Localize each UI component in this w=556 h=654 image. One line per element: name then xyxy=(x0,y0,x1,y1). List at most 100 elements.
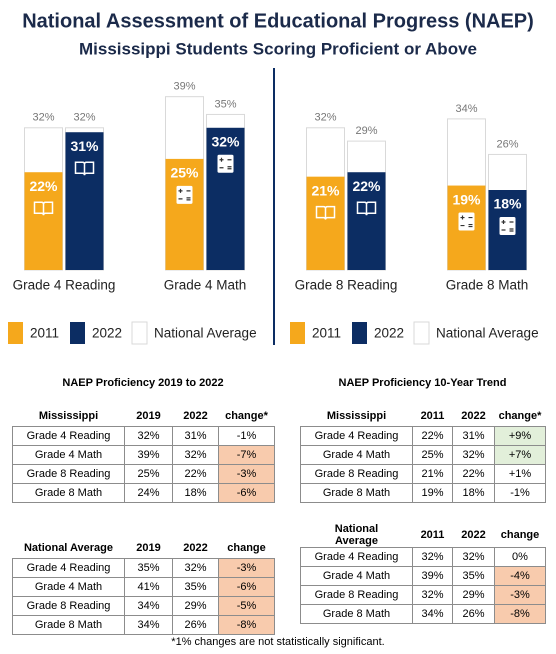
header-text: change* xyxy=(498,410,542,422)
header-text: 2022 xyxy=(461,410,486,422)
table-cell: 32% xyxy=(412,585,453,605)
table-cell: 18% xyxy=(452,483,495,503)
value-label: 32% xyxy=(211,133,240,149)
icon xyxy=(499,217,516,235)
x-tick-label: Grade 4 Reading xyxy=(13,278,116,293)
value-label: 19% xyxy=(452,191,481,207)
table-cell: -8% xyxy=(218,615,275,635)
table-cell: -4% xyxy=(494,566,546,586)
table-cell: -1% xyxy=(494,483,546,503)
table-cell: 25% xyxy=(124,464,173,484)
header-text: change xyxy=(227,542,266,554)
bar xyxy=(24,172,63,270)
table-cell: Grade 8 Reading xyxy=(300,585,413,605)
value-label: 21% xyxy=(311,182,340,198)
table-cell: -6% xyxy=(218,577,275,597)
header-text: change xyxy=(500,529,540,541)
table-cell: 26% xyxy=(452,604,495,624)
table-cell: 18% xyxy=(172,483,219,503)
value-label: 22% xyxy=(29,178,58,194)
table-title: NAEP Proficiency 2019 to 2022 xyxy=(62,377,224,389)
national-average-label: 39% xyxy=(173,81,195,93)
legend-label: National Average xyxy=(436,326,539,341)
table-header: 2011 xyxy=(413,406,453,427)
table-cell: 32% xyxy=(124,426,173,446)
bar xyxy=(206,127,245,271)
legend-swatch xyxy=(352,322,367,344)
x-tick-label: Grade 8 Reading xyxy=(295,278,398,293)
bar xyxy=(65,132,104,270)
value-label: 25% xyxy=(170,165,199,181)
table-cell: 34% xyxy=(412,604,453,624)
legend-label: 2011 xyxy=(30,326,59,341)
table-header: 2019 xyxy=(125,406,173,427)
icon xyxy=(176,185,193,204)
table-cell: 34% xyxy=(124,596,173,616)
icon xyxy=(74,161,95,176)
icon xyxy=(219,157,232,170)
table-header: National Average xyxy=(301,523,413,548)
icon xyxy=(217,154,234,173)
legend-swatch xyxy=(131,321,148,345)
table-cell: 29% xyxy=(172,596,219,616)
table-cell: Grade 4 Reading xyxy=(12,558,125,578)
header-text: 2019 xyxy=(136,410,161,422)
table-cell: Grade 8 Math xyxy=(12,483,125,503)
icon xyxy=(33,201,54,216)
table-cell: 32% xyxy=(452,547,495,567)
table-cell: -5% xyxy=(218,596,275,616)
table-cell: 39% xyxy=(412,566,453,586)
legend-swatch xyxy=(8,322,23,344)
header-text: Mississippi xyxy=(326,410,387,422)
table-cell: 31% xyxy=(172,426,219,446)
header-text: 2011 xyxy=(420,410,445,422)
table-cell: 22% xyxy=(412,426,453,446)
legend-swatch xyxy=(70,322,85,344)
table-cell: 35% xyxy=(172,577,219,597)
header-text: change* xyxy=(225,410,268,422)
table-cell: 32% xyxy=(452,445,495,465)
table-cell: Grade 8 Reading xyxy=(12,596,125,616)
table: Mississippi 2011 2022 change* Grade 4 Readin… xyxy=(300,406,546,503)
table-header: 2019 xyxy=(125,538,173,559)
table-cell: 21% xyxy=(412,464,453,484)
table-header: change xyxy=(495,523,546,548)
value-label: 22% xyxy=(352,178,381,194)
table-cell: -8% xyxy=(494,604,546,624)
table-cell: -6% xyxy=(218,483,275,503)
table-title: NAEP Proficiency 10-Year Trend xyxy=(338,377,507,389)
x-tick-label: Grade 8 Math xyxy=(446,278,529,293)
table-cell: Grade 4 Math xyxy=(12,577,125,597)
legend-label: 2011 xyxy=(312,326,341,341)
bar xyxy=(347,172,386,270)
table-cell: 32% xyxy=(412,547,453,567)
value-label: 18% xyxy=(493,196,522,212)
table-cell: 29% xyxy=(452,585,495,605)
table-header: 2022 xyxy=(173,538,219,559)
table-cell: 34% xyxy=(124,615,173,635)
table-cell: 19% xyxy=(412,483,453,503)
icon xyxy=(460,215,473,228)
national-average-label: 32% xyxy=(32,112,54,124)
table-cell: Grade 8 Reading xyxy=(300,464,413,484)
header-text: 2022 xyxy=(183,410,208,422)
header-text: 2022 xyxy=(461,529,486,541)
table-cell: 22% xyxy=(452,464,495,484)
header-text: 2011 xyxy=(420,529,445,541)
table-cell: 22% xyxy=(172,464,219,484)
table-cell: 39% xyxy=(124,445,173,465)
legend-label: 2022 xyxy=(92,326,122,341)
legend-swatch xyxy=(290,322,305,344)
legend-swatch xyxy=(413,321,430,345)
national-average-label: 26% xyxy=(496,138,518,150)
table-header: 2022 xyxy=(453,523,495,548)
table-cell: Grade 8 Reading xyxy=(12,464,125,484)
table-cell: +1% xyxy=(494,464,546,484)
legend-label: 2022 xyxy=(374,326,404,341)
table-cell: 35% xyxy=(452,566,495,586)
table-cell: 32% xyxy=(172,445,219,465)
table-cell: 26% xyxy=(172,615,219,635)
icon xyxy=(356,201,377,216)
table-cell: +7% xyxy=(494,445,546,465)
